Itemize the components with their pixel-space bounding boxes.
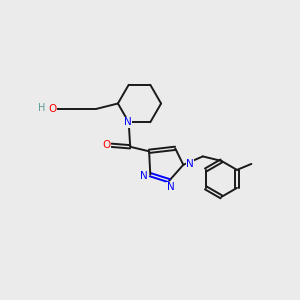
Text: N: N	[167, 182, 175, 192]
Text: N: N	[186, 159, 194, 169]
Text: H: H	[38, 103, 45, 113]
Text: N: N	[124, 117, 132, 127]
Text: N: N	[140, 171, 148, 181]
Text: O: O	[102, 140, 110, 150]
Text: O: O	[48, 104, 57, 114]
